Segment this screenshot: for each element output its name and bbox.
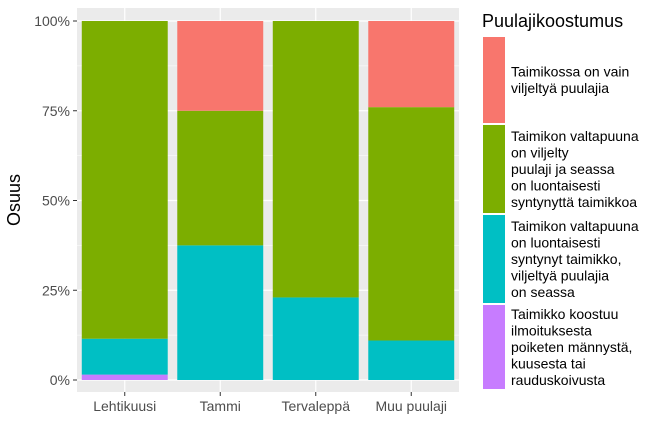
legend-title: Puulajikoostumus	[482, 11, 623, 31]
bar-segment	[272, 21, 359, 298]
x-tick-label: Tervaleppä	[282, 398, 351, 414]
bar-segment	[177, 21, 264, 111]
x-tick-label: Muu puulaji	[375, 398, 447, 414]
bar-segment	[368, 21, 455, 108]
y-axis-ticks: 0% 25% 50% 75% 100%	[34, 13, 77, 388]
legend-label: Taimikossa on vain viljeltyä puulajia	[511, 64, 629, 97]
bar-segment	[272, 297, 359, 380]
x-tick-label: Tammi	[200, 398, 241, 414]
x-axis-ticks: Lehtikuusi Tammi Tervaleppä Muu puulaji	[93, 392, 447, 414]
legend-key	[483, 37, 505, 123]
bar-segment	[177, 110, 264, 246]
bars	[81, 21, 455, 380]
bar-segment	[81, 338, 168, 375]
bar-segment	[368, 340, 455, 380]
y-tick-label: 100%	[34, 13, 70, 29]
bar-segment	[81, 374, 168, 380]
bar-segment	[368, 107, 455, 341]
legend-key	[483, 125, 505, 213]
y-axis-title: Osuus	[4, 174, 24, 226]
y-tick-label: 75%	[42, 103, 70, 119]
bar-segment	[81, 21, 168, 339]
legend-label: Taimikon valtapuuna on luontaisesti syntyn…	[511, 218, 639, 300]
y-tick-label: 25%	[42, 282, 70, 298]
legend-key	[483, 305, 505, 389]
y-tick-label: 0%	[50, 372, 70, 388]
legend-label: Taimikko koostuu ilmoituksesta poiketen mä…	[511, 306, 632, 388]
y-tick-label: 50%	[42, 193, 70, 209]
legend-label: Taimikon valtapuuna on viljelty puulaji ja…	[511, 128, 639, 210]
x-tick-label: Lehtikuusi	[93, 398, 156, 414]
legend-key	[483, 215, 505, 303]
bar-segment	[177, 245, 264, 380]
legend: Puulajikoostumus Taimikossa on vain vilje…	[482, 11, 639, 389]
